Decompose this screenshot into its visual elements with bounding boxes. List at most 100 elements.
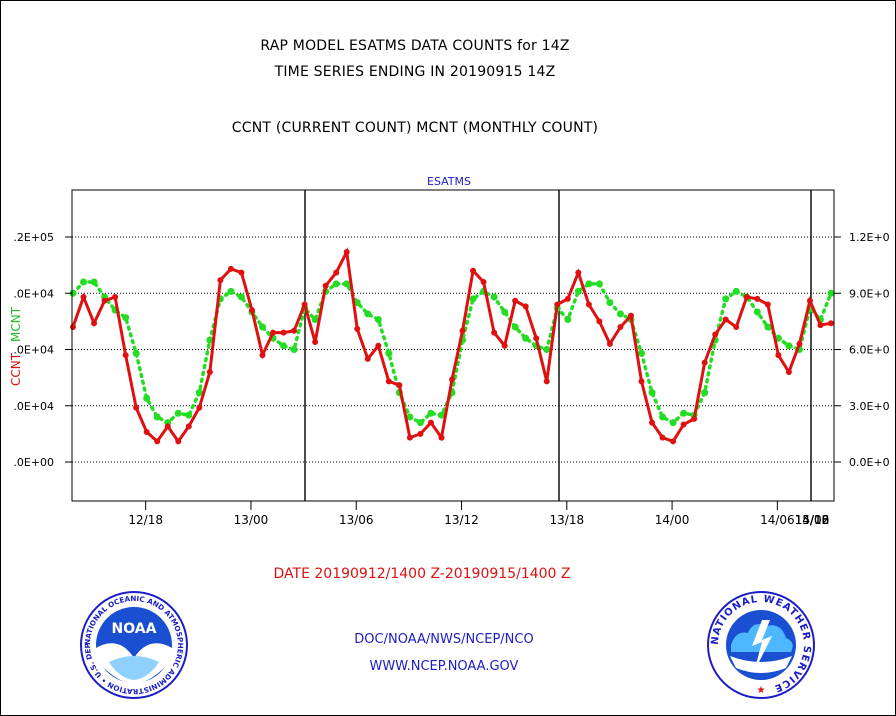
point-mcnt: [701, 389, 709, 397]
point-ccnt: [785, 369, 792, 375]
y-tick-label-right: 9.0E+0: [849, 287, 890, 300]
chart-title-line1: RAP MODEL ESATMS DATA COUNTS for 14Z: [260, 38, 570, 54]
point-ccnt: [522, 303, 529, 310]
point-mcnt: [374, 316, 382, 323]
point-ccnt: [364, 355, 371, 362]
point-ccnt: [596, 318, 603, 325]
point-ccnt: [270, 329, 277, 336]
point-ccnt: [122, 352, 129, 359]
point-ccnt: [91, 320, 98, 327]
point-mcnt: [311, 316, 319, 323]
point-mcnt: [827, 289, 835, 297]
point-ccnt: [670, 438, 677, 445]
point-mcnt: [785, 342, 793, 350]
point-mcnt: [143, 394, 151, 402]
point-ccnt: [333, 269, 340, 276]
point-ccnt: [343, 249, 350, 255]
point-mcnt: [416, 419, 424, 427]
point-ccnt: [606, 340, 613, 347]
y-tick-label-right: 1.2E+0: [849, 231, 890, 244]
day-boundary-lines: [304, 190, 812, 501]
point-ccnt: [701, 359, 708, 366]
point-mcnt: [490, 293, 498, 301]
x-tick-label: 13/12: [444, 513, 479, 527]
point-mcnt: [764, 323, 772, 331]
point-ccnt: [112, 294, 119, 300]
point-ccnt: [238, 269, 245, 276]
y-axis-label-mcnt: MCNT: [9, 306, 23, 342]
point-ccnt: [512, 297, 519, 304]
date-range: DATE 20190912/1400 Z-20190915/1400 Z: [273, 566, 571, 582]
point-mcnt: [616, 310, 624, 318]
point-mcnt: [585, 280, 593, 288]
point-ccnt: [301, 301, 308, 308]
right-axis: 0.0E+0 3.0E+0 6.0E+0 9.0E+0 1.2E+0: [834, 231, 890, 469]
point-ccnt: [217, 277, 224, 284]
point-ccnt: [80, 294, 87, 300]
point-ccnt: [312, 339, 319, 345]
point-mcnt: [543, 346, 551, 353]
noaa-logo[interactable]: NOAA NATIONAL OCEANIC AND ATMOSPHERIC AD…: [79, 590, 189, 700]
point-ccnt: [449, 376, 455, 383]
series-line-mcnt: [71, 280, 833, 425]
point-ccnt: [227, 265, 234, 272]
plot-title: ESATMS: [427, 175, 471, 188]
point-ccnt: [101, 297, 108, 304]
point-mcnt: [732, 287, 740, 295]
point-mcnt: [290, 346, 298, 353]
point-ccnt: [775, 352, 782, 359]
x-tick-label: 13/06: [339, 513, 374, 527]
point-ccnt: [385, 378, 392, 385]
y-tick-label-right: 6.0E+0: [849, 344, 890, 357]
point-mcnt: [195, 389, 203, 397]
x-tick-label: 13/18: [550, 513, 585, 527]
point-ccnt: [722, 316, 729, 323]
point-ccnt: [680, 421, 687, 428]
point-ccnt: [459, 327, 466, 334]
y-tick-label-right: 0.0E+0: [849, 456, 890, 469]
point-mcnt: [185, 411, 193, 419]
point-ccnt: [543, 378, 550, 385]
point-ccnt: [438, 434, 445, 441]
point-ccnt: [291, 327, 298, 334]
point-ccnt: [828, 320, 834, 327]
point-ccnt: [417, 430, 424, 437]
x-axis: 12/18 13/00 13/06 13/12 13/18 14/00 14/06 14/12…: [128, 501, 829, 527]
x-tick-label: 14/00: [655, 513, 690, 527]
point-mcnt: [90, 278, 98, 286]
point-ccnt: [796, 340, 803, 347]
point-mcnt: [237, 293, 245, 301]
point-ccnt: [175, 438, 182, 445]
y-tick-label-right: 3.0E+0: [849, 400, 890, 413]
point-mcnt: [343, 280, 351, 288]
x-tick-label: 14/06: [760, 513, 795, 527]
point-ccnt: [659, 434, 666, 441]
point-mcnt: [153, 413, 161, 421]
point-ccnt: [743, 294, 750, 300]
plot-area: ESATMS .0E+00 .0E+04 .0E+04 .0E+04 .2E+05 0.…: [13, 175, 890, 527]
org-link[interactable]: DOC/NOAA/NWS/NCEP/NCO: [354, 632, 534, 647]
point-ccnt: [617, 324, 624, 330]
nws-logo[interactable]: NATIONAL WEATHER SERVICE ★: [706, 590, 816, 700]
point-mcnt: [364, 310, 372, 318]
point-ccnt: [649, 419, 656, 426]
point-mcnt: [722, 295, 730, 303]
point-ccnt: [691, 415, 698, 422]
point-mcnt: [469, 295, 477, 303]
x-tick-label: 14/12: [795, 513, 830, 527]
point-ccnt: [248, 307, 255, 314]
point-ccnt: [817, 322, 824, 329]
point-ccnt: [575, 269, 582, 276]
y-tick-label: .0E+04: [13, 344, 54, 357]
point-ccnt: [427, 419, 434, 426]
point-mcnt: [332, 280, 340, 288]
point-mcnt: [522, 334, 530, 342]
point-ccnt: [185, 423, 192, 430]
point-mcnt: [122, 314, 130, 322]
point-mcnt: [659, 413, 667, 421]
website-link[interactable]: WWW.NCEP.NOAA.GOV: [369, 659, 519, 674]
point-ccnt: [154, 438, 161, 445]
y-tick-label: .0E+04: [13, 400, 54, 413]
point-mcnt: [574, 287, 582, 295]
point-ccnt: [70, 324, 76, 330]
